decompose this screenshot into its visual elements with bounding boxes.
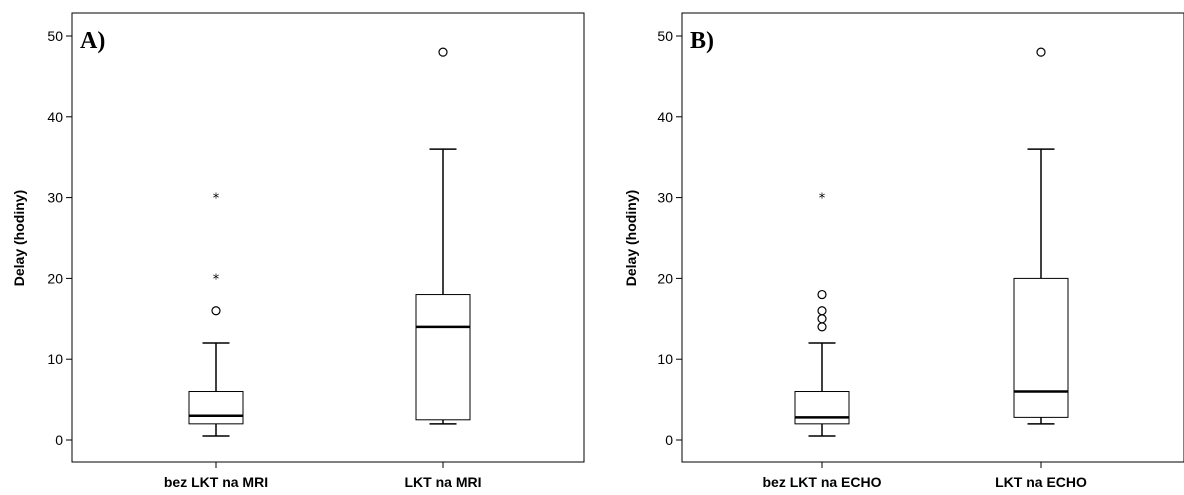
- panel-label: A): [80, 28, 105, 54]
- outlier-point: [211, 306, 221, 316]
- extreme-point: *: [819, 192, 826, 207]
- plot-frame: [681, 12, 1184, 463]
- y-tick-label: 20: [657, 270, 673, 286]
- x-category-label: LKT na ECHO: [995, 474, 1087, 490]
- box: [1013, 277, 1069, 418]
- y-tick-label: 20: [47, 270, 63, 286]
- x-category-label: bez LKT na MRI: [164, 474, 268, 490]
- y-tick-label: 0: [665, 432, 673, 448]
- y-tick-label: 10: [657, 351, 673, 367]
- outlier-point: [1036, 47, 1046, 57]
- outlier-point: [817, 306, 827, 316]
- y-tick-label: 30: [657, 190, 673, 206]
- y-tick-label: 50: [657, 28, 673, 44]
- extreme-point: *: [213, 272, 220, 287]
- plot-frame: [71, 12, 585, 463]
- box: [794, 391, 850, 425]
- y-tick-label: 10: [47, 351, 63, 367]
- outlier-point: [817, 322, 827, 332]
- x-category-label: bez LKT na ECHO: [762, 474, 881, 490]
- outlier-point: [817, 289, 827, 300]
- y-tick-label: 30: [47, 190, 63, 206]
- y-axis-label: Delay (hodiny): [623, 190, 639, 286]
- y-tick-label: 50: [47, 28, 63, 44]
- y-tick-label: 40: [47, 109, 63, 125]
- box: [415, 294, 471, 421]
- y-tick-label: 40: [657, 109, 673, 125]
- chart-panel-a: Delay (hodiny) A) 0 10 20 30 40 50 bez LKT na …: [11, 12, 585, 490]
- x-category-label: LKT na MRI: [405, 474, 482, 490]
- box: [188, 391, 244, 425]
- panel-label: B): [690, 28, 714, 54]
- y-tick-label: 0: [55, 432, 63, 448]
- outlier-point: [438, 47, 448, 57]
- chart-panel-b: Delay (hodiny) B) 0 10 20 30 40 50 bez LKT na …: [623, 12, 1184, 490]
- y-axis-label: Delay (hodiny): [11, 190, 27, 286]
- outlier-point: [817, 314, 827, 324]
- extreme-point: *: [213, 192, 220, 207]
